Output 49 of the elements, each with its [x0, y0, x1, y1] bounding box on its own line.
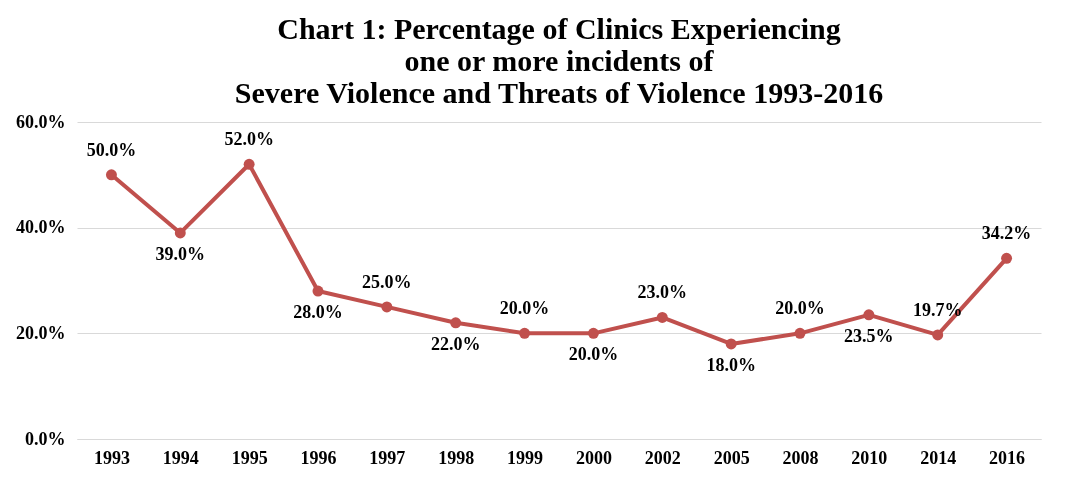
point: [656, 312, 668, 323]
x-tick-label: 1994: [162, 447, 199, 468]
y-tick-label: 0.0%: [25, 428, 66, 449]
x-tick-label: 1997: [369, 447, 406, 468]
point: [243, 158, 255, 170]
data-label: 20.0%: [499, 298, 550, 319]
x-tick-label: 2010: [851, 447, 888, 468]
y-tick-label: 20.0%: [16, 322, 66, 343]
point: [312, 285, 324, 297]
point: [450, 317, 462, 329]
data-label: 23.5%: [844, 325, 894, 346]
text: Chart 1: Percentage of Clinics Experiencing: [277, 12, 841, 45]
point: [1001, 252, 1013, 264]
x-tick-label: 1996: [300, 447, 337, 468]
data-label: 34.2%: [981, 223, 1032, 244]
point: [381, 301, 393, 313]
data-label: 39.0%: [155, 243, 206, 264]
point: [105, 169, 117, 181]
point: [587, 327, 599, 339]
data-label: 52.0%: [224, 129, 274, 150]
y-tick-label: 40.0%: [16, 217, 66, 238]
data-label: 20.0%: [775, 298, 825, 319]
data-label: 18.0%: [706, 354, 756, 375]
data-label: 20.0%: [568, 344, 619, 365]
data-label: 50.0%: [86, 139, 137, 160]
x-tick-label: 1999: [507, 447, 544, 468]
point: [725, 338, 737, 350]
text: Severe Violence and Threats of Violence 1993-2016: [234, 76, 884, 109]
x-tick-label: 2008: [782, 447, 819, 468]
x-tick-label: 1995: [231, 447, 268, 468]
text: one or more incidents of: [404, 44, 714, 77]
data-label: 25.0%: [362, 271, 412, 292]
data-label: 23.0%: [637, 282, 688, 303]
point: [174, 227, 186, 239]
x-tick-label: 2002: [644, 447, 681, 468]
data-label: 22.0%: [430, 333, 481, 354]
x-tick-label: 1998: [438, 447, 475, 468]
point: [932, 329, 944, 341]
x-tick-label: 2000: [575, 447, 612, 468]
point: [794, 327, 806, 339]
x-tick-label: 1993: [93, 447, 130, 468]
data-label: 28.0%: [293, 302, 343, 323]
y-tick-label: 60.0%: [16, 111, 66, 132]
x-tick-label: 2005: [713, 447, 750, 468]
x-tick-label: 2016: [989, 447, 1026, 468]
data-label: 19.7%: [912, 299, 963, 320]
point: [519, 327, 531, 339]
x-tick-label: 2014: [920, 447, 957, 468]
point: [863, 309, 875, 321]
